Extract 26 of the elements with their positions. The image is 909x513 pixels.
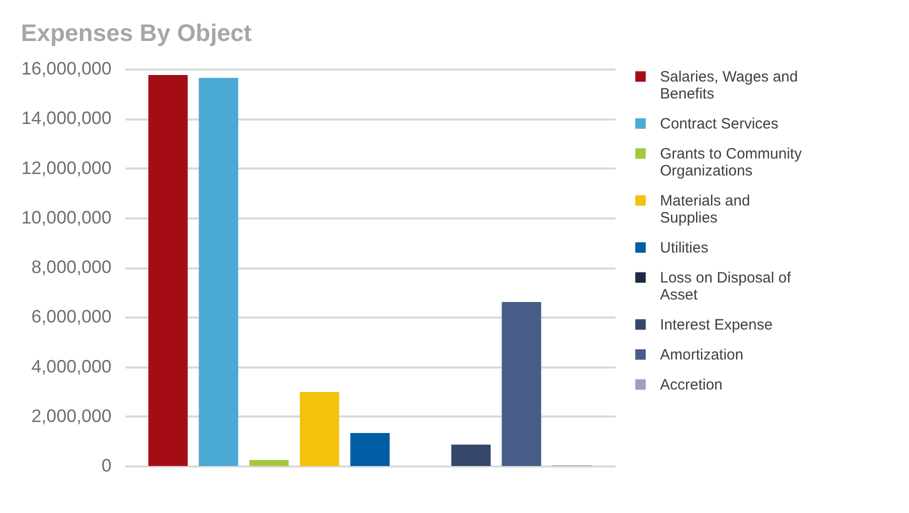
y-tick-label: 6,000,000 xyxy=(31,306,112,327)
y-tick-label: 2,000,000 xyxy=(31,406,112,426)
bar xyxy=(148,74,188,466)
legend-label: Accretion xyxy=(660,376,723,394)
legend-label: Amortization xyxy=(660,346,744,364)
legend-label: Salaries, Wages and Benefits xyxy=(660,68,798,102)
legend-label: Contract Services xyxy=(660,116,778,132)
chart-title: Expenses By Object xyxy=(20,20,252,47)
y-tick-label: 4,000,000 xyxy=(31,356,112,376)
legend-label: Interest Expense xyxy=(660,316,773,334)
bar xyxy=(451,444,491,466)
y-tick-label: 12,000,000 xyxy=(21,158,112,178)
legend-label: Loss on Disposal of Asset xyxy=(660,270,792,304)
y-tick-label: 14,000,000 xyxy=(21,108,112,128)
bar xyxy=(502,302,542,466)
bar xyxy=(300,392,340,466)
y-tick-label: 8,000,000 xyxy=(31,257,112,277)
legend-label: Materials and Supplies xyxy=(660,192,750,226)
y-tick-label: 16,000,000 xyxy=(21,58,112,78)
bar xyxy=(249,460,289,466)
legend-label: Grants to Community Organizations xyxy=(660,146,802,180)
legend-label: Utilities xyxy=(660,240,708,256)
bar xyxy=(198,78,238,466)
y-tick-label: 10,000,000 xyxy=(21,207,112,228)
y-tick-label: 0 xyxy=(101,456,112,476)
bar xyxy=(350,433,390,466)
